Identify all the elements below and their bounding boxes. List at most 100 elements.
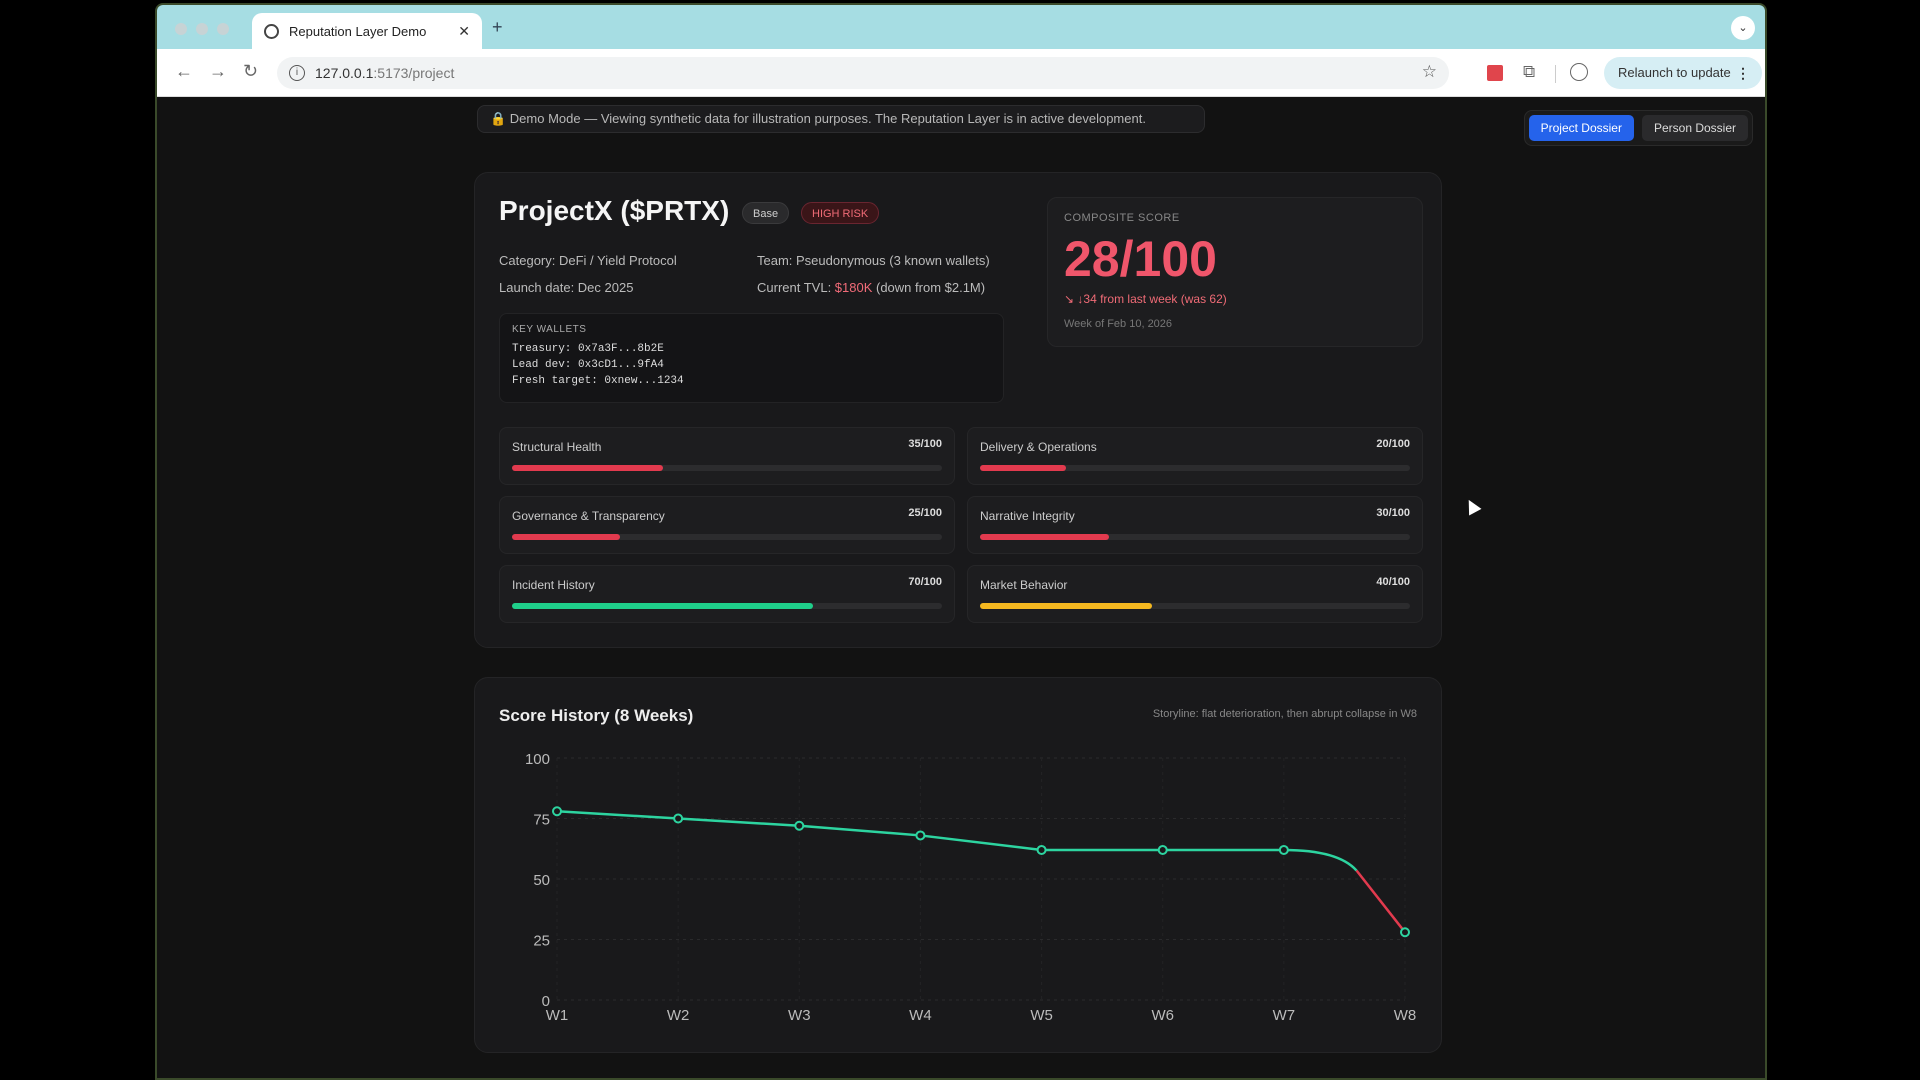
score-week: Week of Feb 10, 2026 (1064, 318, 1173, 330)
score-history-chart: 0 25 50 75 100 W1 W2 W3 W4 W5 W6 W7 W8 (525, 751, 1416, 1024)
metric-bar-track (512, 534, 942, 540)
reload-icon[interactable]: ↻ (243, 61, 259, 81)
metric-name: Market Behavior (980, 578, 1068, 592)
dossier-switcher: Project Dossier Person Dossier (1523, 110, 1753, 146)
y-tick-label: 100 (525, 751, 550, 768)
metric-value: 25/100 (908, 507, 942, 519)
person-dossier-button[interactable]: Person Dossier (1641, 115, 1748, 141)
metric-value: 35/100 (908, 438, 942, 450)
composite-score-label: COMPOSITE SCORE (1064, 212, 1180, 224)
metric-bar-track (980, 465, 1410, 471)
x-tick-label: W5 (1030, 1007, 1053, 1024)
metric-delivery-operations: Delivery & Operations 20/100 (967, 427, 1423, 485)
x-tick-label: W3 (788, 1007, 811, 1024)
data-point (1036, 844, 1047, 855)
score-history-storyline: Storyline: flat deterioration, then abru… (1152, 708, 1417, 720)
menu-kebab-icon[interactable]: ⋮ (1736, 65, 1750, 81)
metric-bar-fill (980, 465, 1066, 471)
browser-toolbar: ← → ↻ i 127.0.0.1:5173/project ☆ ⧉ Relau… (157, 49, 1765, 97)
trend-down-icon: ↘ (1064, 292, 1078, 306)
x-tick-label: W1 (546, 1007, 569, 1024)
address-bar[interactable]: i 127.0.0.1:5173/project ☆ (277, 57, 1449, 89)
data-point (673, 813, 684, 824)
maximize-window-icon[interactable] (217, 23, 229, 35)
tvl-value: $180K (834, 280, 873, 295)
tvl-text: Current TVL: $180K (down from $2.1M) (757, 280, 985, 295)
relaunch-button[interactable]: Relaunch to update ⋮ (1604, 57, 1762, 89)
forward-arrow-icon[interactable]: → (209, 61, 227, 81)
chain-badge: Base (742, 202, 790, 224)
metric-market-behavior: Market Behavior 40/100 (967, 565, 1423, 623)
metric-bar-fill (512, 534, 620, 540)
metric-name: Delivery & Operations (980, 440, 1097, 454)
close-tab-icon[interactable]: ✕ (458, 22, 470, 39)
key-wallets-header: KEY WALLETS (512, 324, 587, 335)
wallet-row: Treasury: 0x7a3F...8b2E (512, 343, 664, 355)
metric-value: 70/100 (908, 576, 942, 588)
metric-bar-fill (980, 603, 1152, 609)
site-info-icon[interactable]: i (289, 65, 305, 81)
data-point (915, 830, 926, 841)
globe-icon (264, 23, 279, 39)
score-delta: ↘ ↓34 from last week (was 62) (1064, 292, 1406, 306)
score-delta-text: ↓34 from last week (was 62) (1077, 292, 1227, 306)
page-content: 🔒 Demo Mode — Viewing synthetic data for… (157, 97, 1765, 1078)
browser-window: Reputation Layer Demo ✕ + ⌄ ← → ↻ i 127.… (155, 3, 1767, 1080)
risk-badge: HIGH RISK (801, 202, 880, 224)
metric-bar-track (512, 603, 942, 609)
key-wallets-box: KEY WALLETS Treasury: 0x7a3F...8b2E Lead… (499, 313, 1004, 403)
browser-tab[interactable]: Reputation Layer Demo ✕ (252, 13, 482, 49)
metric-bar-fill (512, 603, 813, 609)
data-point (1157, 844, 1168, 855)
metric-name: Narrative Integrity (980, 509, 1075, 523)
team-text: Team: Pseudonymous (3 known wallets) (757, 253, 990, 268)
metric-bar-track (512, 465, 942, 471)
metric-name: Structural Health (512, 440, 602, 454)
y-tick-label: 50 (533, 872, 550, 889)
demo-banner: 🔒 Demo Mode — Viewing synthetic data for… (477, 105, 1205, 133)
x-tick-label: W6 (1151, 1007, 1174, 1024)
y-tick-label: 75 (533, 812, 550, 829)
tab-title: Reputation Layer Demo (289, 23, 427, 39)
relaunch-label: Relaunch to update (1618, 65, 1731, 80)
project-card: ProjectX ($PRTX) Base HIGH RISK Category… (474, 172, 1482, 648)
metric-incident-history: Incident History 70/100 (499, 565, 955, 623)
tvl-suffix: (down from $2.1M) (872, 280, 986, 295)
metric-bar-track (980, 603, 1410, 609)
extensions-puzzle-icon[interactable]: ⧉ (1523, 62, 1536, 81)
metric-value: 20/100 (1376, 438, 1410, 450)
score-history-title: Score History (8 Weeks) (499, 706, 694, 725)
url-text: 127.0.0.1:5173/project (315, 65, 454, 81)
url-host: 127.0.0.1 (315, 65, 374, 81)
data-point (1400, 927, 1410, 938)
extension-icon[interactable] (1487, 65, 1503, 81)
data-point (794, 820, 805, 831)
project-title: ProjectX ($PRTX) (499, 195, 730, 226)
x-tick-label: W2 (667, 1007, 690, 1024)
composite-score-card: COMPOSITE SCORE 28/100 ↘ ↓34 from last w… (1047, 197, 1423, 347)
profile-icon[interactable] (1570, 63, 1588, 81)
mouse-cursor-icon (1462, 496, 1482, 516)
tab-search-chevron-icon[interactable]: ⌄ (1731, 16, 1755, 40)
y-tick-label: 0 (542, 993, 550, 1010)
toolbar-divider (1555, 65, 1556, 83)
score-history-card: Score History (8 Weeks) Storyline: flat … (474, 677, 1442, 1053)
bookmark-star-icon[interactable]: ☆ (1421, 62, 1437, 81)
metric-bar-track (980, 534, 1410, 540)
tab-strip: Reputation Layer Demo ✕ + ⌄ (157, 5, 1765, 49)
back-arrow-icon[interactable]: ← (175, 61, 193, 81)
data-point (552, 806, 562, 817)
metric-structural-health: Structural Health 35/100 (499, 427, 955, 485)
y-tick-label: 25 (533, 933, 550, 950)
minimize-window-icon[interactable] (196, 23, 208, 35)
score-line-collapse (1355, 869, 1406, 934)
category-text: Category: DeFi / Yield Protocol (499, 253, 677, 268)
x-tick-label: W4 (909, 1007, 932, 1024)
new-tab-button[interactable]: + (492, 17, 503, 37)
project-dossier-button[interactable]: Project Dossier (1528, 115, 1634, 141)
close-window-icon[interactable] (175, 23, 187, 35)
wallet-row: Fresh target: 0xnew...1234 (512, 375, 684, 387)
data-point (1278, 844, 1289, 855)
url-path: :5173/project (373, 65, 455, 81)
